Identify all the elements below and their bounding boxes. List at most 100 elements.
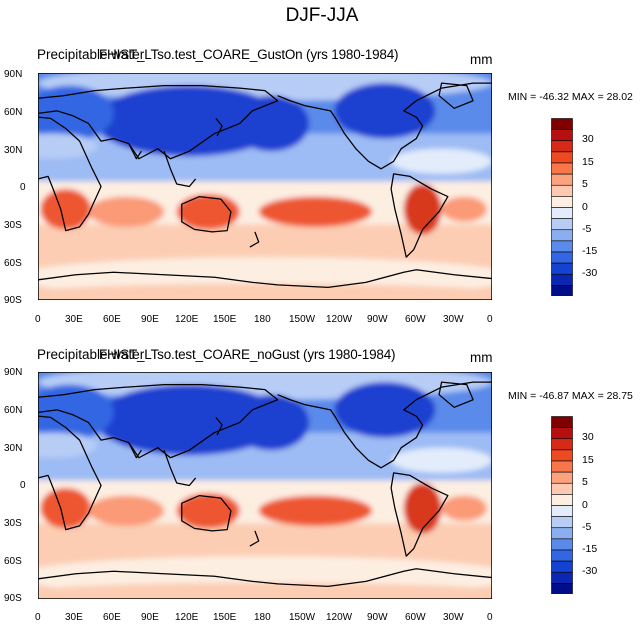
panel1-lon-150w: 150W — [289, 314, 316, 325]
coast-seasia — [163, 449, 197, 487]
figure-title: DJF-JJA — [285, 5, 359, 26]
panel2-colorbar-box — [551, 560, 573, 573]
panel2-lat-60n: 60N — [4, 405, 23, 416]
panel1-colorbar-box — [551, 129, 573, 142]
coast-australia — [181, 195, 232, 233]
panel2-lon-150w: 150W — [289, 612, 316, 623]
europe-blue — [38, 85, 114, 142]
panel2-lat-30n: 30N — [4, 443, 23, 454]
panel1-variable-label: Precipitable water — [37, 47, 145, 62]
panel2-lon-0-east: 0 — [487, 612, 493, 623]
coast-nz — [249, 530, 260, 547]
panel1-cb-label-15: 15 — [582, 156, 594, 168]
panel1-colorbar-box — [551, 229, 573, 242]
panel1-colorbar-box — [551, 118, 573, 130]
panel2-cb-label-5: 5 — [582, 476, 588, 488]
na-deep-blue — [334, 382, 436, 438]
panel1-colorbar-box — [551, 262, 573, 275]
panel2-colorbar-box — [551, 583, 573, 594]
panel1-lat-60n: 60N — [4, 107, 23, 118]
panel2-lon-150e: 150E — [213, 612, 237, 623]
panel2-cb-label-m30: -30 — [582, 565, 598, 577]
sahara-light — [38, 432, 98, 458]
panel1-min-max: MIN = -46.32 MAX = 28.02 — [508, 91, 633, 103]
samerica-red — [403, 183, 442, 235]
panel2-lat-0: 0 — [20, 480, 26, 491]
panel2-colorbar-box — [551, 438, 573, 451]
panel1-lon-30e: 30E — [65, 314, 83, 325]
panel1-colorbar-box — [551, 218, 573, 231]
panel1-lon-0: 0 — [35, 314, 41, 325]
panel2-lon-30w: 30W — [443, 612, 464, 623]
panel1-lat-90s: 90S — [4, 295, 22, 306]
panel1-case-label: FHIST_LTso.test_COARE_GustOn (yrs 1980-1… — [99, 47, 399, 62]
panel2-colorbar-box — [551, 471, 573, 484]
panel2-colorbar-box — [551, 571, 573, 584]
panel1-colorbar-box — [551, 196, 573, 208]
panel1-lon-120e: 120E — [175, 314, 199, 325]
panel2-map — [38, 372, 492, 599]
coast-antarctica — [38, 269, 492, 289]
coast-japan — [215, 117, 223, 137]
panel2-colorbar-box — [551, 460, 573, 473]
pacific-deep-blue — [233, 394, 310, 451]
panel2-cb-label-m15: -15 — [582, 543, 598, 555]
panel2-lon-60w: 60W — [405, 612, 426, 623]
coast-greenland — [438, 82, 474, 109]
panel1-colorbar-box — [551, 273, 573, 286]
europe-blue — [38, 384, 114, 441]
coast-antarctica — [38, 568, 492, 588]
panel1-lon-180: 180 — [254, 314, 271, 325]
panel2-lat-60s: 60S — [4, 556, 22, 567]
panel2-colorbar-box — [551, 427, 573, 440]
coast-australia — [181, 494, 232, 532]
panel2-cb-label-30: 30 — [582, 431, 594, 443]
panel2-case-label: FHIST_LTso.test_COARE_noGust (yrs 1980-1… — [99, 347, 396, 362]
panel1-lat-0: 0 — [20, 182, 26, 193]
panel2-cb-label-m5: -5 — [582, 521, 592, 533]
panel1-cb-label-m15: -15 — [582, 245, 598, 257]
panel2-cb-label-0: 0 — [582, 499, 588, 511]
panel2-lon-90e: 90E — [141, 612, 159, 623]
panel1-lat-60s: 60S — [4, 258, 22, 269]
panel2-lat-90s: 90S — [4, 593, 22, 604]
na-deep-blue — [334, 83, 436, 139]
panel2-colorbar — [551, 416, 573, 594]
coast-samerica — [390, 472, 449, 557]
panel2-colorbar-boxes — [551, 416, 573, 594]
coast-eurasia-north — [38, 383, 279, 459]
coast-japan — [215, 416, 223, 436]
panel1-lat-90n: 90N — [4, 69, 23, 80]
panel1-cb-label-0: 0 — [582, 201, 588, 213]
panel1-lon-60e: 60E — [103, 314, 121, 325]
panel2-lon-30e: 30E — [65, 612, 83, 623]
antarctic-peach — [38, 283, 492, 300]
panel1-colorbar-box — [551, 151, 573, 164]
panel2-min-max: MIN = -46.87 MAX = 28.75 — [508, 390, 633, 402]
panel2-lon-180: 180 — [254, 612, 271, 623]
panel1-lon-150e: 150E — [213, 314, 237, 325]
coast-namerica — [277, 82, 492, 170]
panel1-map — [38, 73, 492, 300]
panel2-cb-label-15: 15 — [582, 454, 594, 466]
panel1-units: mm — [470, 52, 493, 67]
panel2-lat-90n: 90N — [4, 367, 23, 378]
coast-greenland — [438, 381, 474, 408]
panel1-colorbar-box — [551, 140, 573, 153]
indian-salmon — [88, 196, 165, 227]
coast-seasia — [163, 150, 197, 188]
coast-india — [128, 442, 142, 459]
atlantic-salmon — [441, 495, 487, 521]
coast-eurasia-north — [38, 84, 279, 160]
panel2-colorbar-box — [551, 516, 573, 529]
panel2-units: mm — [470, 350, 493, 365]
panel1-cb-label-m5: -5 — [582, 223, 592, 235]
panel2-colorbar-box — [551, 505, 573, 517]
panel1-colorbar-boxes — [551, 118, 573, 296]
coast-africa — [38, 116, 102, 232]
panel2-colorbar-box — [551, 527, 573, 540]
coast-samerica — [390, 173, 449, 258]
panel2-colorbar-box — [551, 482, 573, 495]
africa-red — [40, 189, 91, 230]
panel1-lon-0-east: 0 — [487, 314, 493, 325]
